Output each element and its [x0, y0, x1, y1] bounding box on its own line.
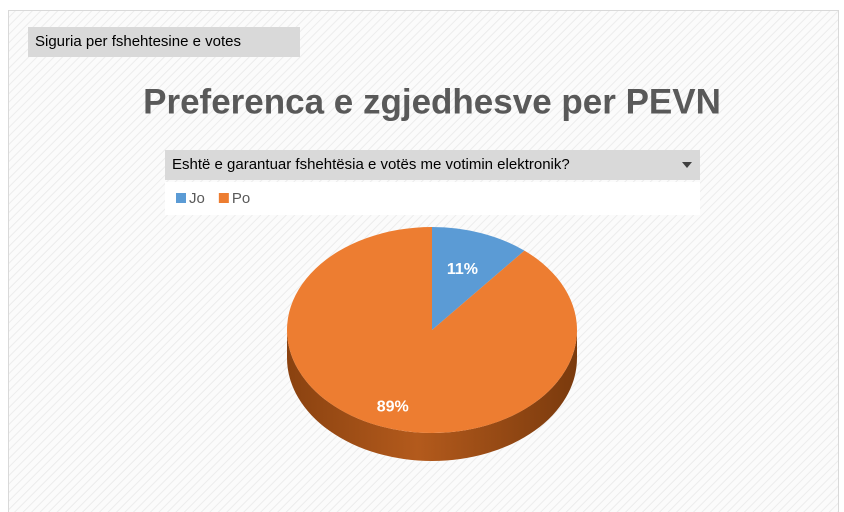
field-button[interactable]: [28, 27, 300, 57]
chart-title: Preferenca e zgjedhesve per PEVN: [143, 82, 721, 121]
legend-swatch: [218, 193, 229, 203]
legend-swatch: [176, 193, 186, 203]
pie-slice: [432, 227, 525, 330]
dropdown-arrow: [682, 162, 692, 168]
pie: 11% 89%: [287, 227, 577, 461]
legend-items: Jo Po: [176, 190, 250, 207]
filter-label: Eshtë e garantuar fshehtësia e votës me …: [172, 156, 570, 173]
legend: [165, 182, 700, 215]
legend-label: Po: [232, 190, 250, 207]
pie-side: [287, 330, 577, 461]
data-label: 89%: [377, 399, 409, 416]
field-button-label: Siguria per fshehtesine e votes: [35, 33, 241, 50]
pie-slice: [287, 227, 577, 434]
data-label: 11%: [447, 261, 478, 278]
legend-label: Jo: [189, 190, 205, 207]
filter-button[interactable]: [165, 150, 700, 180]
